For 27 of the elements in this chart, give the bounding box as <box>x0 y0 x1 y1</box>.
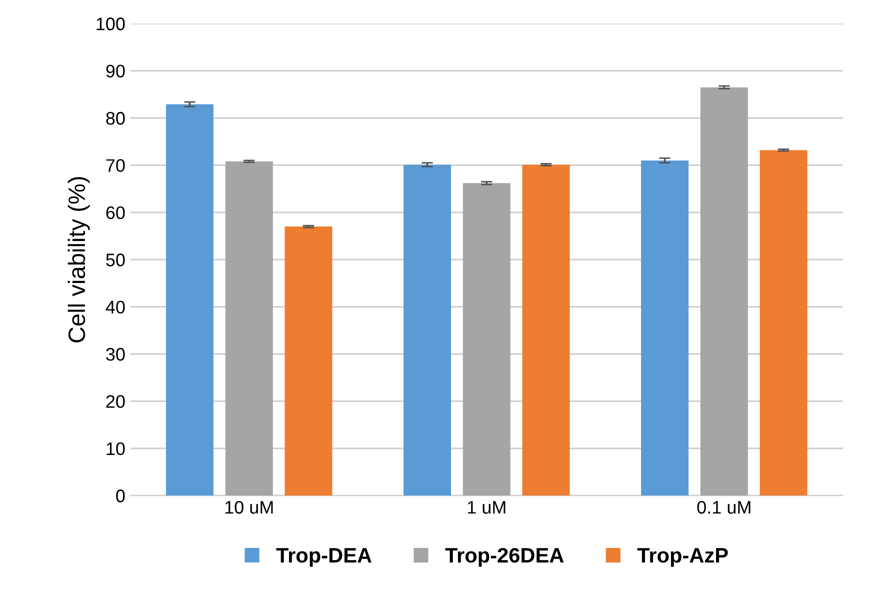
bar <box>284 226 332 496</box>
bar <box>760 150 808 496</box>
x-tick-label: 1 uM <box>468 501 506 514</box>
y-tick-label: 0 <box>116 490 125 502</box>
bar <box>700 87 748 496</box>
y-tick-label: 60 <box>106 206 125 220</box>
y-tick-label: 40 <box>106 300 125 314</box>
bar <box>225 161 273 496</box>
bar <box>404 164 452 496</box>
legend-label: Trop-26DEA <box>445 548 564 567</box>
x-tick-label: 10 uM <box>225 500 273 514</box>
bar <box>166 104 214 496</box>
legend-label: Trop-DEA <box>276 548 372 567</box>
y-tick-label: 90 <box>106 64 125 78</box>
y-tick-label: 10 <box>106 442 125 456</box>
bar <box>462 183 510 496</box>
bar <box>641 160 689 496</box>
bar <box>522 164 570 496</box>
y-axis-title: Cell viability (%) <box>68 177 90 342</box>
x-tick-label: 0.1 uM <box>697 500 750 514</box>
y-tick-label: 70 <box>106 159 125 172</box>
y-tick-label: 80 <box>106 112 125 125</box>
y-tick-label: 100 <box>96 18 125 30</box>
y-tick-label: 30 <box>106 348 125 361</box>
y-tick-label: 50 <box>106 254 125 266</box>
y-tick-label: 20 <box>106 395 125 408</box>
legend-label: Trop-AzP <box>637 548 728 567</box>
